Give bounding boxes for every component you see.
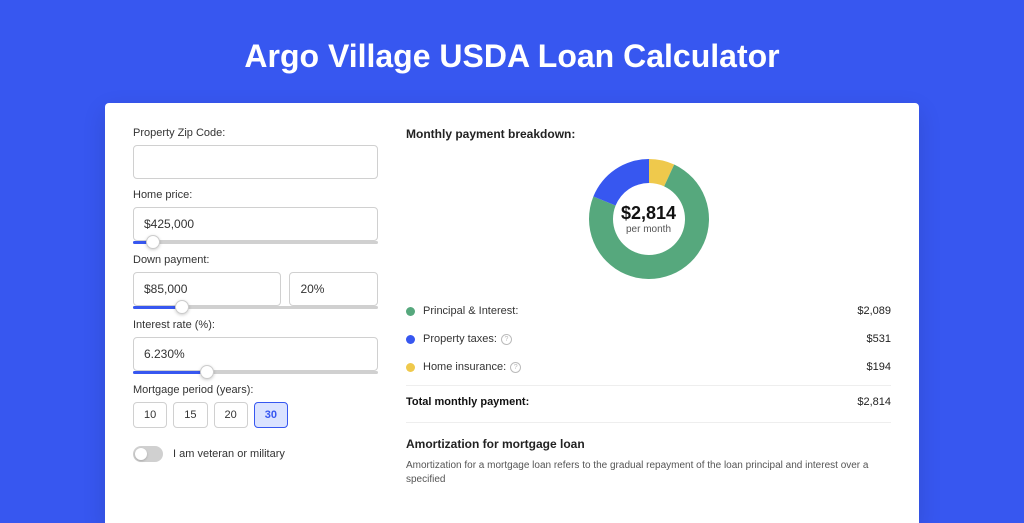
interest-rate-slider-thumb[interactable] <box>200 365 214 379</box>
down-payment-percent-input[interactable] <box>289 272 378 306</box>
legend-value: $194 <box>867 361 891 373</box>
info-icon[interactable]: ? <box>510 362 521 373</box>
down-payment-slider-thumb[interactable] <box>175 300 189 314</box>
legend-row-0: Principal & Interest: $2,089 <box>406 297 891 325</box>
breakdown-title: Monthly payment breakdown: <box>406 127 891 141</box>
legend-dot <box>406 363 415 372</box>
legend-dot <box>406 335 415 344</box>
period-option-30[interactable]: 30 <box>254 402 288 428</box>
breakdown-column: Monthly payment breakdown: $2,814 per mo… <box>406 127 891 523</box>
zip-input[interactable] <box>133 145 378 179</box>
interest-rate-input[interactable] <box>133 337 378 371</box>
veteran-toggle[interactable] <box>133 446 163 462</box>
legend-label: Property taxes:? <box>423 333 867 345</box>
mortgage-period-field: Mortgage period (years): 1015 2030 <box>133 384 378 428</box>
donut-amount: $2,814 <box>621 203 676 224</box>
zip-field: Property Zip Code: <box>133 127 378 179</box>
home-price-input[interactable] <box>133 207 378 241</box>
amortization-title: Amortization for mortgage loan <box>406 437 891 451</box>
legend-label: Principal & Interest: <box>423 305 857 317</box>
home-price-field: Home price: <box>133 189 378 244</box>
calculator-card: Property Zip Code: Home price: Down paym… <box>105 103 919 523</box>
legend-label-text: Property taxes: <box>423 333 497 345</box>
interest-rate-slider[interactable] <box>133 371 378 374</box>
page-title: Argo Village USDA Loan Calculator <box>0 0 1024 103</box>
down-payment-amount-input[interactable] <box>133 272 281 306</box>
legend-label-text: Principal & Interest: <box>423 305 518 317</box>
period-option-10[interactable]: 10 <box>133 402 167 428</box>
down-payment-label: Down payment: <box>133 254 378 266</box>
total-value: $2,814 <box>857 396 891 408</box>
legend-label: Home insurance:? <box>423 361 867 373</box>
amortization-text: Amortization for a mortgage loan refers … <box>406 459 891 487</box>
mortgage-period-label: Mortgage period (years): <box>133 384 378 396</box>
home-price-slider-thumb[interactable] <box>146 235 160 249</box>
legend-row-1: Property taxes:?$531 <box>406 325 891 353</box>
amortization-section: Amortization for mortgage loan Amortizat… <box>406 422 891 487</box>
home-price-label: Home price: <box>133 189 378 201</box>
legend-row-2: Home insurance:?$194 <box>406 353 891 381</box>
period-option-20[interactable]: 20 <box>214 402 248 428</box>
donut-sub: per month <box>626 224 671 235</box>
veteran-row: I am veteran or military <box>133 446 378 462</box>
down-payment-field: Down payment: <box>133 254 378 309</box>
legend: Principal & Interest: $2,089 Property taxe… <box>406 297 891 381</box>
mortgage-period-options: 1015 2030 <box>133 402 378 428</box>
legend-label-text: Home insurance: <box>423 361 506 373</box>
down-payment-slider[interactable] <box>133 306 378 309</box>
total-label: Total monthly payment: <box>406 396 857 408</box>
period-option-15[interactable]: 15 <box>173 402 207 428</box>
donut-chart: $2,814 per month <box>585 155 713 283</box>
total-row: Total monthly payment: $2,814 <box>406 385 891 422</box>
veteran-label: I am veteran or military <box>173 448 285 460</box>
interest-rate-label: Interest rate (%): <box>133 319 378 331</box>
interest-rate-field: Interest rate (%): <box>133 319 378 374</box>
home-price-slider[interactable] <box>133 241 378 244</box>
donut-chart-wrap: $2,814 per month <box>406 151 891 297</box>
inputs-column: Property Zip Code: Home price: Down paym… <box>133 127 378 523</box>
legend-dot <box>406 307 415 316</box>
legend-value: $531 <box>867 333 891 345</box>
donut-center: $2,814 per month <box>585 155 713 283</box>
zip-label: Property Zip Code: <box>133 127 378 139</box>
legend-value: $2,089 <box>857 305 891 317</box>
interest-rate-slider-fill <box>133 371 207 374</box>
info-icon[interactable]: ? <box>501 334 512 345</box>
